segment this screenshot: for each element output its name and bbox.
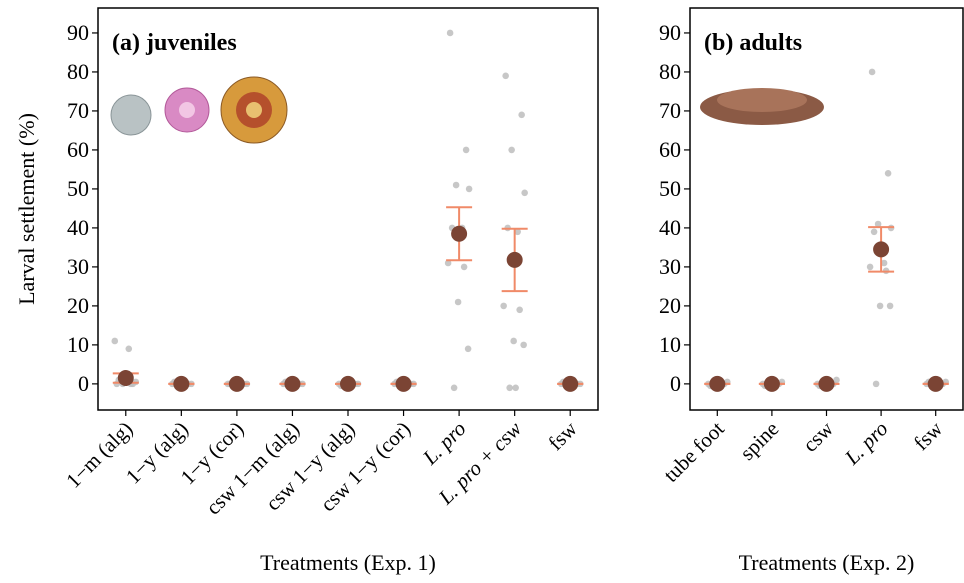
raw-point bbox=[125, 345, 132, 352]
x-axis-title: Treatments (Exp. 2) bbox=[739, 550, 915, 575]
y-tick-label: 40 bbox=[67, 215, 89, 240]
y-axis-title: Larval settlement (%) bbox=[14, 113, 39, 305]
raw-point bbox=[877, 303, 884, 310]
mean-point bbox=[451, 226, 467, 242]
raw-point bbox=[111, 338, 118, 345]
x-tick-label: csw bbox=[798, 416, 839, 457]
y-tick-label: 0 bbox=[670, 371, 681, 396]
chart: 0 10 20 30 40 50 60 70 80 90 (a) juveniles Larval s… bbox=[0, 0, 964, 578]
mean-point bbox=[118, 370, 134, 386]
page: {"chart_data": [ {"type": "dotplot", "ti… bbox=[0, 0, 964, 583]
y-tick-label: 50 bbox=[659, 176, 681, 201]
raw-point bbox=[508, 147, 515, 154]
mean-point bbox=[819, 376, 835, 392]
plot-frame bbox=[98, 8, 598, 410]
raw-point bbox=[463, 147, 470, 154]
x-tick-label: fsw bbox=[909, 416, 948, 455]
y-tick-label: 10 bbox=[659, 332, 681, 357]
raw-point bbox=[466, 186, 473, 193]
raw-point bbox=[521, 190, 528, 197]
y-tick-label: 30 bbox=[67, 254, 89, 279]
raw-point bbox=[465, 345, 472, 352]
mean-point bbox=[928, 376, 944, 392]
raw-point bbox=[461, 264, 468, 271]
raw-point bbox=[447, 30, 454, 37]
raw-point bbox=[885, 170, 892, 177]
juvenile-icons bbox=[111, 77, 287, 143]
raw-point bbox=[500, 303, 507, 310]
x-tick-label: spine bbox=[735, 417, 783, 465]
raw-point bbox=[518, 112, 525, 119]
y-tick-label: 90 bbox=[659, 20, 681, 45]
raw-point bbox=[869, 69, 876, 76]
mean-point bbox=[396, 376, 412, 392]
y-tick-label: 70 bbox=[659, 98, 681, 123]
mean-point bbox=[507, 252, 523, 268]
raw-point bbox=[506, 384, 513, 391]
y-tick-label: 60 bbox=[67, 137, 89, 162]
y-tick-label: 20 bbox=[67, 293, 89, 318]
mean-point bbox=[284, 376, 300, 392]
raw-point bbox=[867, 264, 874, 271]
panel-title: (b) adults bbox=[704, 30, 802, 56]
mean-point bbox=[340, 376, 356, 392]
raw-point bbox=[887, 303, 894, 310]
mean-point bbox=[764, 376, 780, 392]
mean-point bbox=[873, 241, 889, 257]
y-tick-label: 50 bbox=[67, 176, 89, 201]
y-tick-label: 0 bbox=[78, 371, 89, 396]
mean-point bbox=[562, 376, 578, 392]
mean-point bbox=[709, 376, 725, 392]
y-tick-label: 70 bbox=[67, 98, 89, 123]
y-tick-label: 40 bbox=[659, 215, 681, 240]
raw-point bbox=[871, 229, 878, 236]
raw-point bbox=[873, 381, 880, 388]
adult-icon bbox=[700, 88, 824, 125]
mean-point bbox=[229, 376, 245, 392]
x-tick-label: fsw bbox=[543, 416, 582, 455]
y-tick-label: 10 bbox=[67, 332, 89, 357]
x-axis-title: Treatments (Exp. 1) bbox=[260, 550, 436, 575]
y-tick-label: 80 bbox=[67, 59, 89, 84]
x-tick-label: tube foot bbox=[659, 416, 729, 486]
y-tick-label: 80 bbox=[659, 59, 681, 84]
y-tick-label: 20 bbox=[659, 293, 681, 318]
raw-point bbox=[520, 342, 527, 349]
raw-point bbox=[516, 306, 523, 313]
mean-point bbox=[173, 376, 189, 392]
x-tick-label: 1−m (alg) bbox=[61, 417, 137, 493]
raw-point bbox=[510, 338, 517, 345]
y-tick-label: 60 bbox=[659, 137, 681, 162]
raw-point bbox=[451, 384, 458, 391]
raw-point bbox=[455, 299, 462, 306]
raw-point bbox=[453, 182, 460, 189]
raw-point bbox=[502, 73, 509, 80]
y-tick-label: 30 bbox=[659, 254, 681, 279]
panel-title: (a) juveniles bbox=[112, 30, 237, 56]
raw-point bbox=[512, 384, 519, 391]
plot-frame bbox=[690, 8, 963, 410]
x-tick-label: L. pro bbox=[839, 417, 892, 470]
y-tick-label: 90 bbox=[67, 20, 89, 45]
